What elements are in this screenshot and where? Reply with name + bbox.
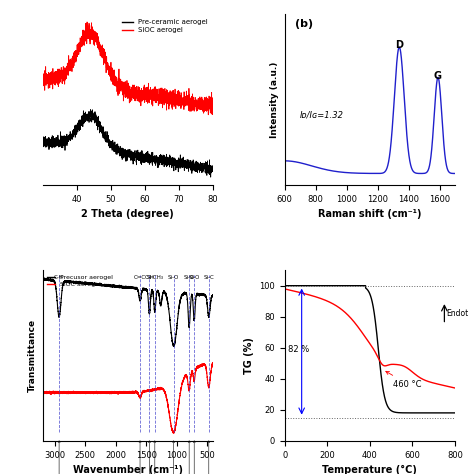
- Legend: Pre-ceramic aerogel, SiOC aerogel: Pre-ceramic aerogel, SiOC aerogel: [121, 18, 210, 35]
- Text: D: D: [395, 40, 403, 50]
- Text: Si-O: Si-O: [189, 275, 200, 280]
- X-axis label: Raman shift (cm⁻¹): Raman shift (cm⁻¹): [318, 209, 421, 219]
- Text: Iᴅ/Iɢ=1.32: Iᴅ/Iɢ=1.32: [300, 111, 344, 120]
- Text: 710 cm⁻¹: 710 cm⁻¹: [183, 441, 206, 474]
- Text: 460 °C: 460 °C: [386, 371, 422, 389]
- Text: Si-C: Si-C: [203, 275, 214, 280]
- X-axis label: Wavenumber (cm⁻¹): Wavenumber (cm⁻¹): [73, 465, 183, 474]
- Text: 82 %: 82 %: [288, 346, 309, 355]
- Text: Si-O: Si-O: [168, 275, 179, 280]
- Text: 793 cm⁻¹: 793 cm⁻¹: [178, 441, 201, 474]
- Text: 1600 cm⁻¹: 1600 cm⁻¹: [127, 441, 153, 474]
- X-axis label: 2 Theta (degree): 2 Theta (degree): [82, 209, 174, 219]
- Text: Endot: Endot: [447, 309, 469, 318]
- Text: (b): (b): [295, 19, 313, 29]
- Text: 2930 cm⁻¹: 2930 cm⁻¹: [46, 441, 72, 474]
- Y-axis label: Intensity (a.u.): Intensity (a.u.): [270, 61, 279, 138]
- Text: G: G: [434, 71, 442, 81]
- Y-axis label: TG (%): TG (%): [244, 337, 254, 374]
- Text: Si-O: Si-O: [183, 275, 195, 280]
- Text: C-H: C-H: [145, 275, 155, 280]
- Text: C=C: C=C: [134, 275, 146, 280]
- Legend: Precusor aerogel, SiOC aerogel: Precusor aerogel, SiOC aerogel: [46, 273, 114, 289]
- Text: 1446 cm⁻¹: 1446 cm⁻¹: [137, 441, 163, 474]
- Text: Si-CH₃: Si-CH₃: [146, 275, 164, 280]
- Text: 1047 cm⁻¹: 1047 cm⁻¹: [161, 441, 187, 474]
- Y-axis label: Transmittance: Transmittance: [28, 319, 37, 392]
- Text: 470 cm⁻¹
(Si-O-Si): 470 cm⁻¹ (Si-O-Si): [197, 441, 220, 474]
- X-axis label: Temperature (°C): Temperature (°C): [322, 465, 417, 474]
- Text: 1357 cm⁻¹: 1357 cm⁻¹: [142, 441, 168, 474]
- Text: C-H: C-H: [54, 275, 64, 280]
